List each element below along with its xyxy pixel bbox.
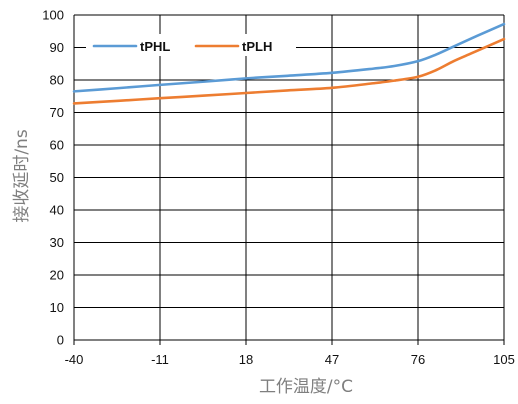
y-tick-label: 80 bbox=[50, 73, 64, 88]
x-tick-label: -11 bbox=[151, 352, 169, 367]
grid bbox=[73, 14, 505, 345]
series-line-tphl bbox=[72, 22, 506, 93]
x-tick-label: 18 bbox=[239, 352, 253, 367]
y-tick-label: 60 bbox=[50, 138, 64, 153]
y-axis-title: 接收延时/ns bbox=[12, 129, 32, 223]
legend-label-tplh: tPLH bbox=[242, 39, 272, 54]
series-line-tplh bbox=[72, 37, 506, 105]
legend-label-tphl: tPHL bbox=[140, 39, 170, 54]
y-tick-label: 0 bbox=[57, 333, 64, 348]
y-tick-label: 70 bbox=[50, 105, 64, 120]
y-tick-label: 10 bbox=[50, 300, 64, 315]
series-layer bbox=[72, 22, 506, 105]
y-tick-label: 50 bbox=[50, 170, 64, 185]
legend-background bbox=[86, 34, 296, 56]
x-tick-label: 47 bbox=[325, 352, 339, 367]
y-tick-label: 20 bbox=[50, 268, 64, 283]
y-tick-label: 90 bbox=[50, 40, 64, 55]
y-tick-label: 100 bbox=[42, 8, 64, 23]
x-tick-label: -40 bbox=[65, 352, 84, 367]
y-tick-label: 30 bbox=[50, 235, 64, 250]
x-axis-title: 工作温度/°C bbox=[259, 377, 353, 397]
legend: tPHL tPLH bbox=[86, 34, 296, 56]
x-tick-label: 105 bbox=[493, 352, 515, 367]
y-tick-label: 40 bbox=[50, 203, 64, 218]
x-tick-label: 76 bbox=[411, 352, 425, 367]
tick-labels: 0 10 20 30 40 50 60 70 80 90 100 -40 -11 18 47 76 105 bbox=[42, 8, 515, 368]
